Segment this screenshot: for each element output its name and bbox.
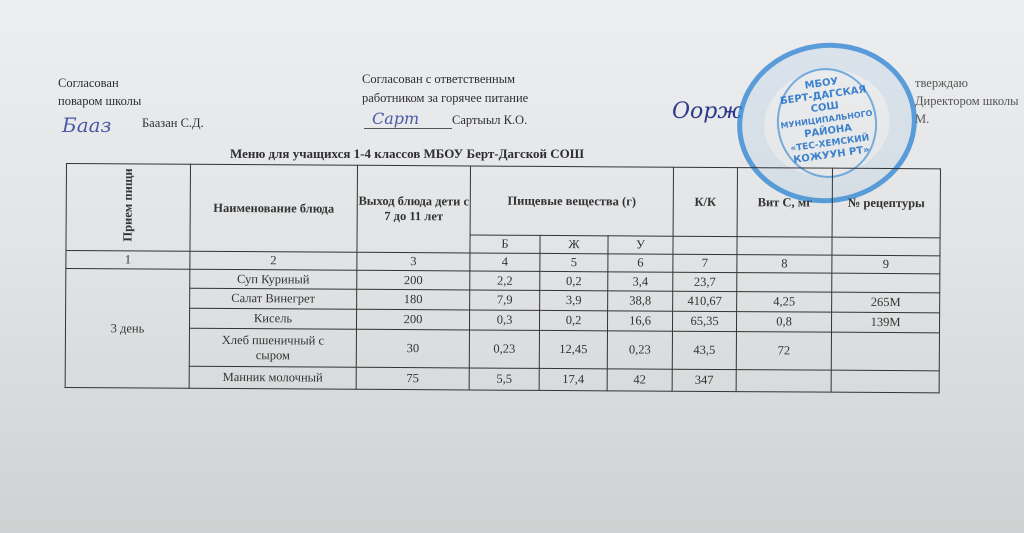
header-meal: Прием пищи — [65, 163, 191, 252]
vitc — [736, 272, 832, 293]
fat: 0,2 — [539, 271, 608, 291]
recipe — [831, 273, 940, 293]
protein: 7,9 — [469, 289, 540, 311]
fat: 0,2 — [539, 310, 608, 331]
yield: 200 — [356, 270, 470, 290]
yield: 200 — [356, 309, 470, 330]
col-number: 9 — [831, 255, 940, 274]
director-signature: Оорж — [672, 99, 743, 124]
hot-meals-approval-line2: работником за горячее питание — [362, 91, 529, 105]
protein: 0,3 — [469, 309, 540, 331]
header-vitc: Вит С, мг — [737, 167, 833, 238]
protein: 5,5 — [469, 367, 540, 391]
yield: 30 — [356, 329, 470, 368]
cook-signature: Бааз — [62, 113, 112, 137]
kcal: 347 — [672, 369, 737, 392]
hot-meals-approval-line1: Согласован с ответственным — [362, 72, 516, 86]
cook-name: Баазан С.Д. — [142, 116, 204, 130]
dish-name: Кисель — [189, 308, 357, 330]
carbs: 0,23 — [607, 330, 673, 370]
recipe — [831, 332, 940, 371]
yield: 180 — [356, 289, 470, 310]
col-number: 8 — [736, 254, 832, 274]
fat: 12,45 — [539, 330, 608, 369]
col-number: 2 — [189, 251, 357, 271]
col-number: 3 — [356, 252, 470, 271]
kcal: 23,7 — [672, 272, 737, 292]
dish-name: Суп Куриный — [189, 269, 357, 290]
carbs: 38,8 — [607, 290, 673, 312]
header-yield: Выход блюда дети с 7 до 11 лет — [356, 165, 471, 253]
table-row: Хлеб пшеничный с сыром 30 0,23 12,45 0,2… — [65, 328, 940, 371]
col-number: 6 — [607, 253, 673, 273]
protein: 2,2 — [469, 270, 540, 291]
header-recipe: № рецептуры — [832, 168, 941, 238]
dish-name: Салат Винегрет — [189, 288, 357, 310]
col-number: 5 — [539, 253, 608, 272]
dish-name: Манник молочный — [189, 366, 357, 390]
header-carbs: У — [607, 235, 674, 255]
day-label: 3 день — [65, 268, 190, 389]
dish-name: Хлеб пшеничный с сыром — [189, 328, 357, 368]
table-row: Манник молочный 75 5,5 17,4 42 347 — [65, 365, 940, 393]
hot-meals-signature: Сарт — [372, 109, 420, 128]
header-kcal: К/К — [673, 167, 738, 237]
recipe: 139М — [831, 312, 940, 333]
document-title: Меню для учащихся 1-4 классов МБОУ Берт-… — [230, 146, 585, 161]
col-number: 7 — [672, 254, 737, 273]
director-name: М. — [915, 112, 930, 126]
col-number: 1 — [65, 250, 190, 270]
header-nutrients: Пищевые вещества (г) — [470, 165, 674, 237]
header-fat: Ж — [539, 235, 609, 254]
fat: 3,9 — [539, 290, 608, 311]
kcal: 43,5 — [672, 331, 737, 370]
cook-approval-line1: Согласован — [58, 76, 119, 90]
col-number: 4 — [469, 252, 540, 272]
menu-table: Прием пищи Наименование блюда Выход блюд… — [65, 163, 941, 393]
protein: 0,23 — [469, 329, 540, 369]
vitc — [736, 369, 832, 393]
kcal: 410,67 — [672, 291, 737, 312]
hot-meals-name: Сартыыл К.О. — [452, 113, 528, 127]
vitc: 72 — [736, 331, 832, 371]
header-dish: Наименование блюда — [189, 164, 358, 253]
header-protein: Б — [469, 234, 541, 254]
director-approval-line2: Директором школы — [915, 94, 1019, 108]
carbs: 3,4 — [607, 271, 673, 292]
vitc: 4,25 — [736, 291, 832, 313]
fat: 17,4 — [539, 368, 608, 391]
kcal: 65,35 — [672, 311, 737, 332]
carbs: 42 — [607, 368, 673, 392]
cook-approval-line2: поваром школы — [58, 94, 142, 108]
recipe — [831, 370, 940, 393]
carbs: 16,6 — [607, 310, 673, 332]
vitc: 0,8 — [736, 311, 832, 333]
director-approval-line1: тверждаю — [915, 76, 968, 90]
yield: 75 — [356, 367, 470, 390]
recipe: 265М — [831, 292, 940, 313]
